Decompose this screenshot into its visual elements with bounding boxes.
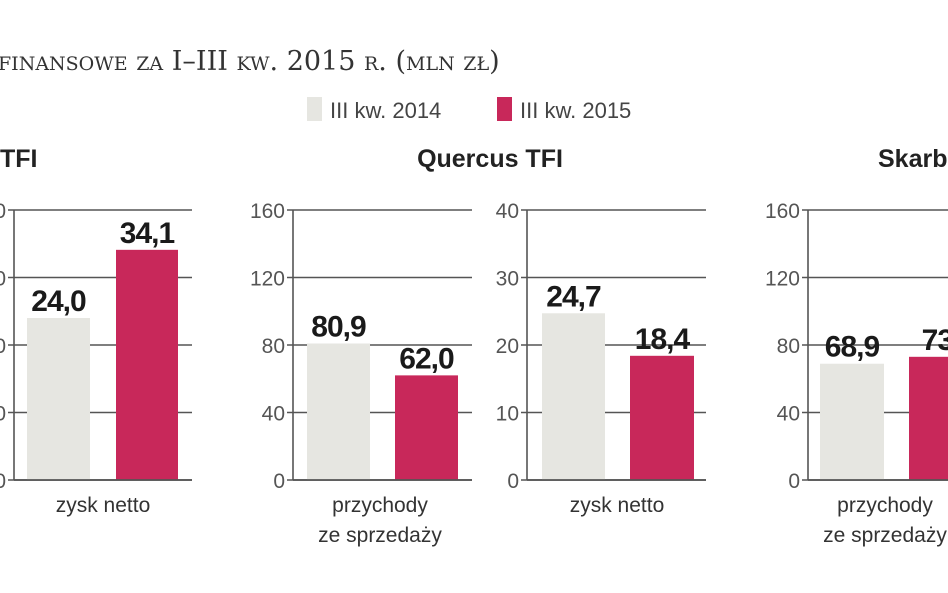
y-tick-label: 80 — [262, 335, 285, 358]
value-label: 73, — [922, 324, 948, 357]
y-tick-label: 0 — [788, 470, 800, 493]
value-label: 18,4 — [635, 323, 691, 356]
bar-2014 — [820, 363, 884, 480]
y-tick-label: 40 — [0, 200, 6, 223]
bar-2015 — [909, 356, 948, 480]
y-tick-label: 40 — [777, 403, 800, 426]
group-title-skarb: Skarb — [878, 145, 947, 173]
value-label: 80,9 — [311, 310, 366, 343]
y-tick-label: 20 — [496, 335, 519, 358]
y-tick-label: 80 — [777, 335, 800, 358]
y-tick-label: 40 — [262, 403, 285, 426]
category-label: ze sprzedaży — [823, 524, 947, 547]
value-label: 24,0 — [31, 285, 86, 318]
y-tick-label: 10 — [0, 403, 6, 426]
y-tick-label: 0 — [273, 470, 285, 493]
group-title-quercus: Quercus TFI — [417, 145, 563, 173]
value-label: 62,0 — [399, 342, 454, 375]
y-tick-label: 120 — [765, 268, 800, 291]
value-label: 68,9 — [825, 331, 880, 364]
category-label: zysk netto — [570, 494, 665, 517]
y-tick-label: 30 — [496, 268, 519, 291]
y-tick-label: 0 — [507, 470, 519, 493]
bar-2014 — [307, 343, 370, 480]
y-tick-label: 40 — [496, 200, 519, 223]
y-tick-label: 20 — [0, 335, 6, 358]
category-label: zysk netto — [56, 494, 151, 517]
y-tick-label: 160 — [250, 200, 285, 223]
bar-2015 — [395, 375, 458, 480]
bar-2015 — [630, 355, 694, 480]
chart-title: finansowe za I–III kw. 2015 r. (mln zł) — [0, 46, 500, 77]
category-label: ze sprzedaży — [318, 524, 442, 547]
bar-2014 — [542, 313, 605, 480]
y-tick-label: 0 — [0, 470, 6, 493]
y-tick-label: 160 — [765, 200, 800, 223]
category-label: przychody — [837, 494, 933, 517]
legend-swatch-2014 — [307, 97, 322, 121]
value-label: 24,7 — [546, 280, 601, 313]
category-label: przychody — [332, 494, 428, 517]
legend-label-2015: III kw. 2015 — [520, 98, 631, 123]
bar-2015 — [116, 249, 178, 480]
legend-swatch-2015 — [497, 97, 512, 121]
group-title-tfi: TFI — [0, 145, 38, 173]
legend-label-2014: III kw. 2014 — [330, 98, 441, 123]
bar-2014 — [27, 318, 90, 480]
y-tick-label: 10 — [496, 403, 519, 426]
y-tick-label: 30 — [0, 268, 6, 291]
value-label: 34,1 — [120, 217, 175, 250]
y-tick-label: 120 — [250, 268, 285, 291]
